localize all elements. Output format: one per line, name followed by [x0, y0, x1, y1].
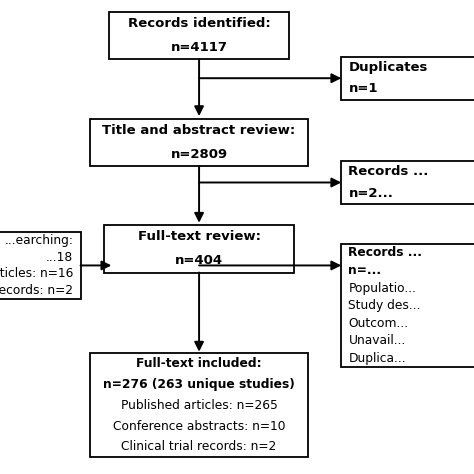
- Text: Title and abstract review:: Title and abstract review:: [102, 124, 296, 137]
- Bar: [109, 12, 289, 59]
- Text: Clinical trial records: n=2: Clinical trial records: n=2: [121, 440, 277, 454]
- Bar: [0, 232, 81, 299]
- Bar: [90, 118, 308, 166]
- Bar: [341, 244, 474, 367]
- Text: Duplicates: Duplicates: [348, 61, 428, 74]
- Text: n=...: n=...: [348, 264, 382, 277]
- Text: Full-text included:: Full-text included:: [136, 357, 262, 370]
- Text: n=2809: n=2809: [171, 147, 228, 161]
- Text: Records ...: Records ...: [348, 165, 429, 178]
- Text: ...rticles: n=16: ...rticles: n=16: [0, 267, 73, 280]
- Text: Conference abstracts: n=10: Conference abstracts: n=10: [113, 419, 285, 433]
- Text: n=4117: n=4117: [171, 41, 228, 54]
- Bar: [90, 353, 308, 457]
- Text: Duplica...: Duplica...: [348, 352, 406, 365]
- Text: Published articles: n=265: Published articles: n=265: [121, 399, 277, 412]
- Text: ...18: ...18: [46, 251, 73, 264]
- Bar: [341, 57, 474, 100]
- Text: ...ecords: n=2: ...ecords: n=2: [0, 284, 73, 297]
- Text: Records identified:: Records identified:: [128, 17, 271, 30]
- Text: Full-text review:: Full-text review:: [137, 230, 261, 244]
- Bar: [104, 225, 294, 273]
- Text: n=2...: n=2...: [348, 187, 393, 200]
- Bar: [341, 161, 474, 204]
- Text: ...earching:: ...earching:: [5, 234, 73, 247]
- Text: Records ...: Records ...: [348, 246, 422, 259]
- Text: n=404: n=404: [175, 254, 223, 267]
- Text: Study des...: Study des...: [348, 299, 421, 312]
- Text: Outcom...: Outcom...: [348, 317, 409, 330]
- Text: n=276 (263 unique studies): n=276 (263 unique studies): [103, 378, 295, 391]
- Text: Unavail...: Unavail...: [348, 335, 406, 347]
- Text: Populatio...: Populatio...: [348, 282, 416, 295]
- Text: n=1: n=1: [348, 82, 378, 95]
